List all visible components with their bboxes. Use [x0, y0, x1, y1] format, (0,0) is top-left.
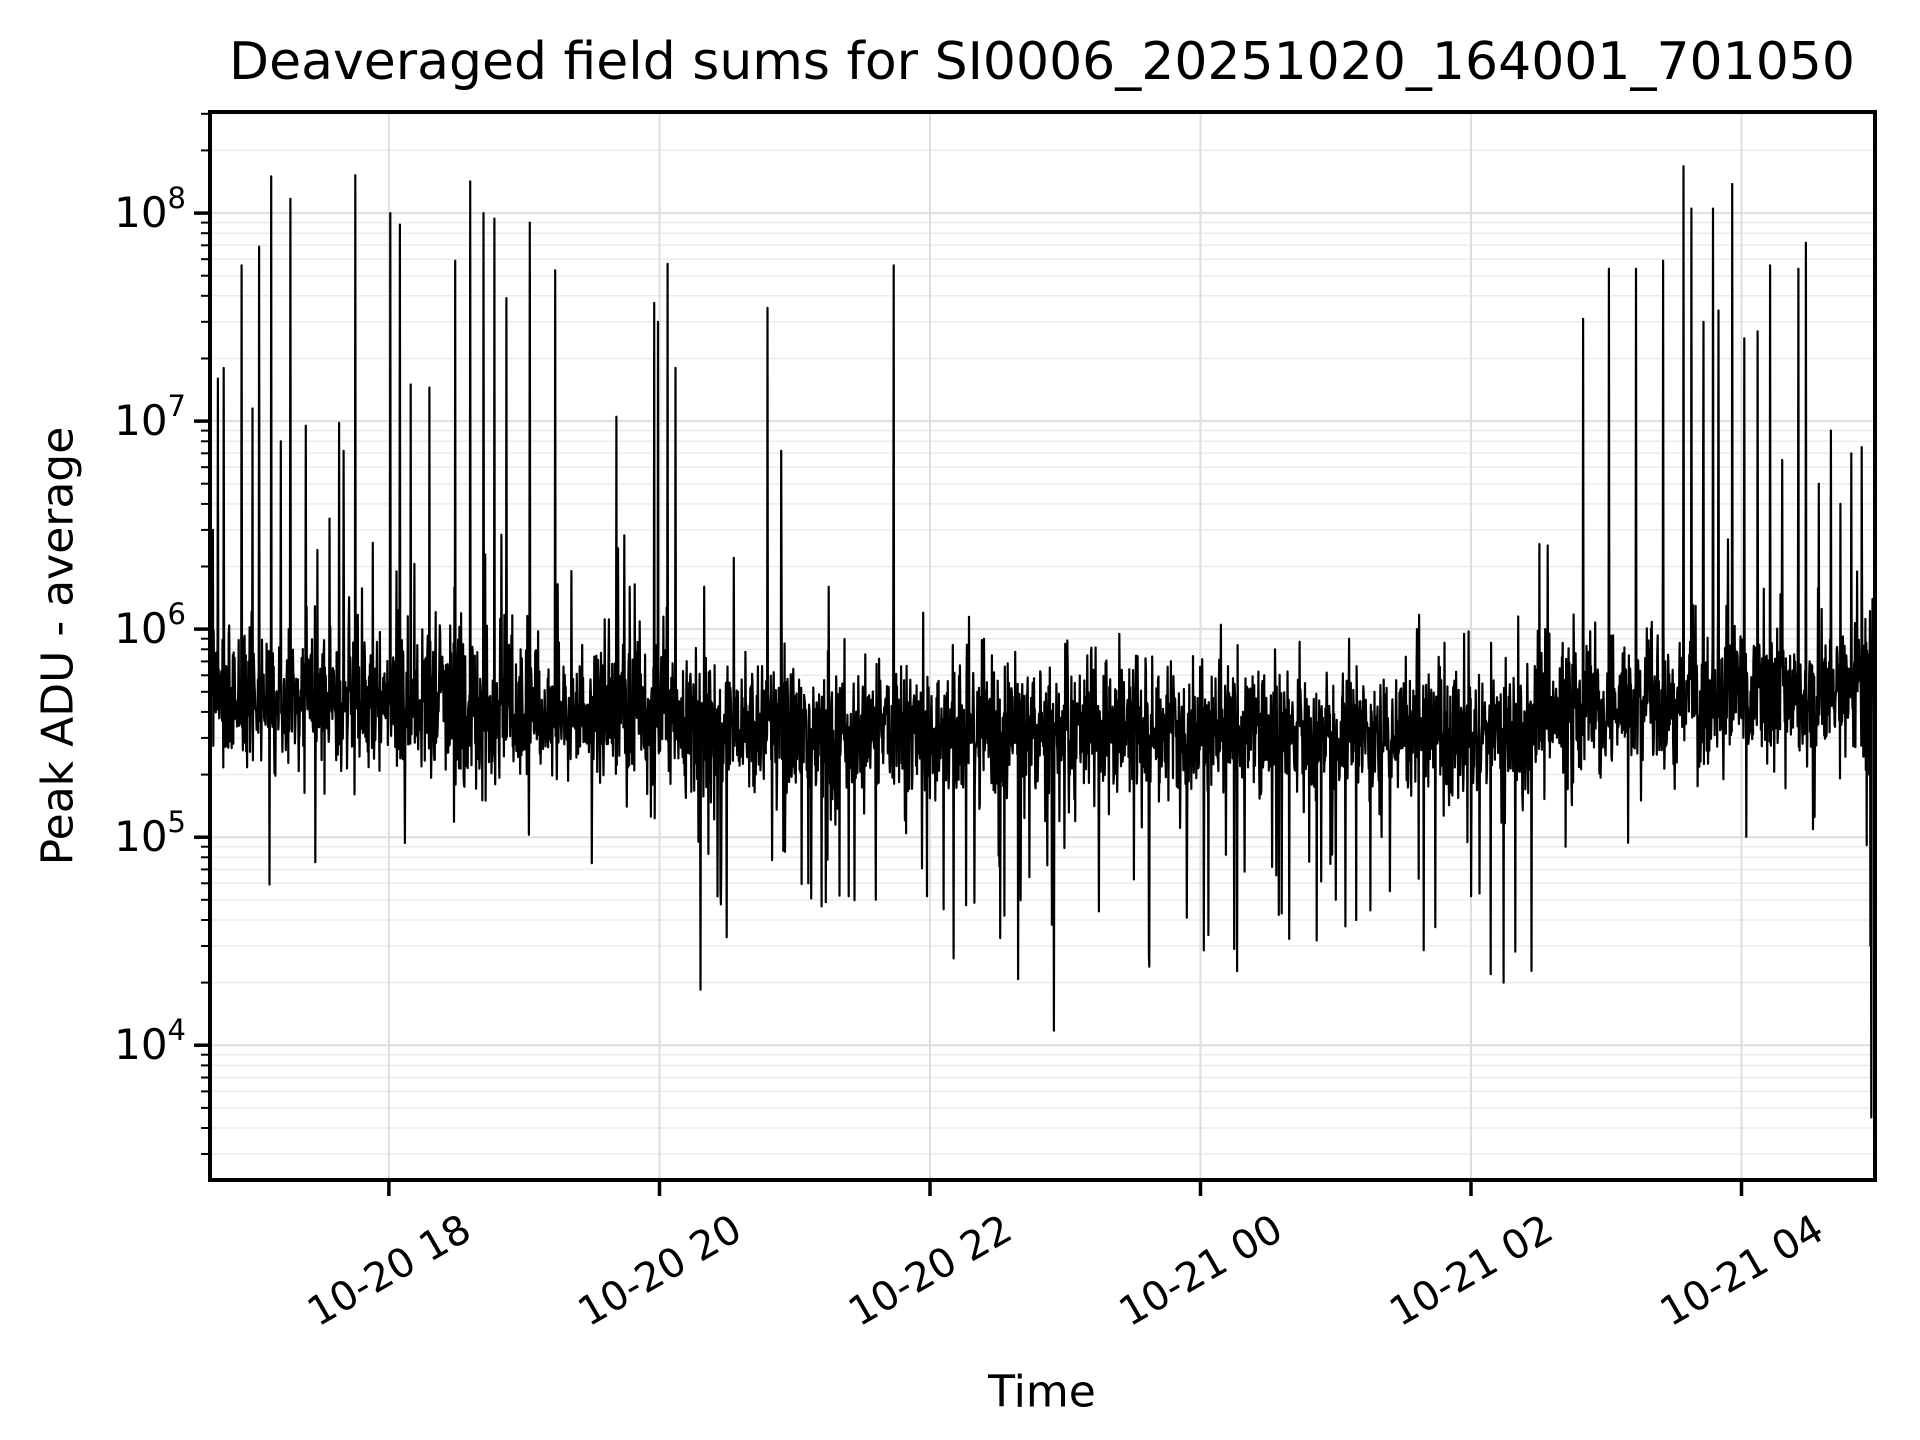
x-axis-tick-label: 10-20 18: [300, 1206, 479, 1336]
axes-spines: [208, 110, 1877, 1182]
x-axis-tick-label: 10-21 04: [1653, 1206, 1832, 1336]
x-axis-tick-label: 10-21 02: [1382, 1206, 1561, 1336]
y-axis-tick-label: 107: [114, 389, 186, 445]
y-axis-label: Peak ADU - average: [32, 426, 84, 866]
x-axis-tick-label: 10-20 22: [841, 1206, 1020, 1336]
y-axis-tick-label: 105: [114, 805, 186, 861]
chart-title: Deaveraged field sums for SI0006_2025102…: [229, 32, 1855, 92]
y-axis-tick-label: 108: [114, 181, 186, 237]
x-axis-tick-label: 10-21 00: [1112, 1206, 1291, 1336]
x-axis-tick-label: 10-20 20: [571, 1206, 750, 1336]
x-axis-label: Time: [988, 1366, 1096, 1418]
y-axis-tick-label: 104: [114, 1013, 186, 1069]
y-axis-tick-label: 106: [114, 597, 186, 653]
data-series-line: [208, 165, 1877, 1119]
